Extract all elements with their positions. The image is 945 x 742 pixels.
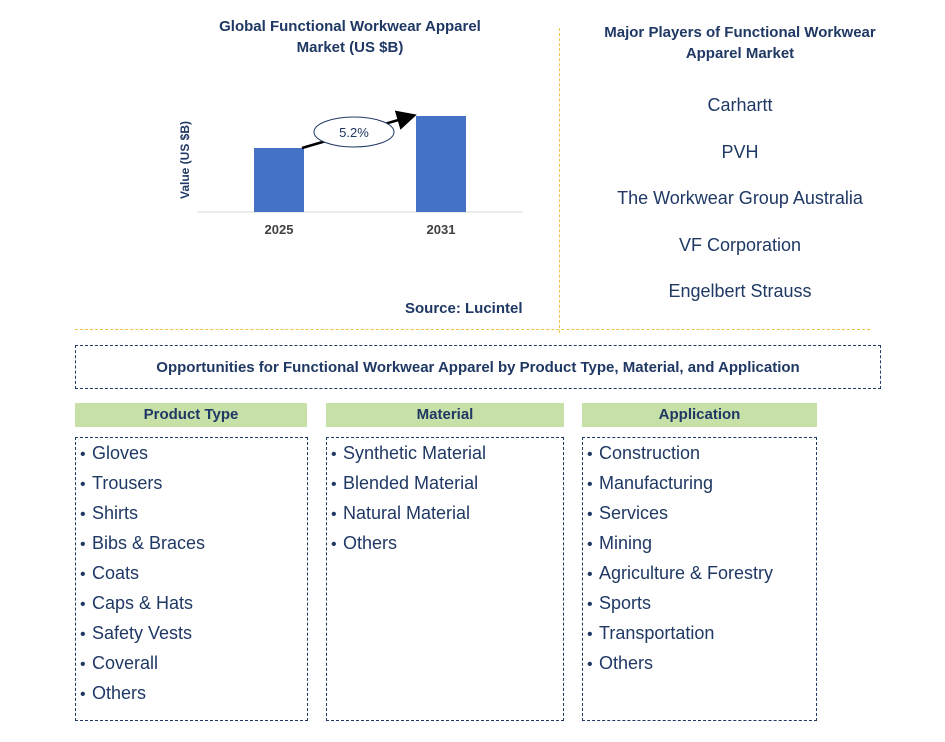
opportunities-title: Opportunities for Functional Workwear Ap… — [75, 345, 881, 389]
application-header: Application — [582, 403, 817, 427]
list-item-label: Trousers — [92, 473, 163, 493]
bullet-icon: • — [587, 656, 593, 673]
list-item: • Gloves — [80, 441, 307, 471]
list-item-label: Agriculture & Forestry — [599, 563, 774, 583]
list-item-label: Coverall — [92, 653, 159, 673]
player-item: PVH — [721, 141, 759, 162]
list-item-label: Natural Material — [343, 503, 471, 523]
application-list: • Construction • Manufacturing • Services • Min… — [582, 437, 817, 721]
list-item-label: Bibs & Braces — [92, 533, 206, 553]
opportunities-title-text: Opportunities for Functional Workwear Ap… — [156, 358, 800, 376]
list-item: • Construction — [587, 441, 816, 471]
list-item: • Others — [587, 651, 816, 681]
vertical-divider — [559, 28, 560, 333]
bullet-icon: • — [80, 626, 86, 643]
list-item: • Blended Material — [331, 471, 563, 501]
list-item: • Sports — [587, 591, 816, 621]
cagr-ellipse — [313, 116, 395, 148]
bullet-icon: • — [80, 566, 86, 583]
list-item: • Coats — [80, 561, 307, 591]
bullet-icon: • — [587, 626, 593, 643]
list-item: • Caps & Hats — [80, 591, 307, 621]
list-item: • Others — [80, 681, 307, 711]
material-list: • Synthetic Material • Blended Material • Nat… — [326, 437, 564, 721]
list-item: • Mining — [587, 531, 816, 561]
list-item-label: Blended Material — [343, 473, 479, 493]
list-item: • Safety Vests — [80, 621, 307, 651]
bullet-icon: • — [331, 536, 337, 553]
y-axis-label: Value (US $B) — [178, 121, 192, 199]
list-item-label: Others — [599, 653, 654, 673]
list-item: • Manufacturing — [587, 471, 816, 501]
x-tick-label: 2025 — [265, 222, 294, 237]
list-item-label: Mining — [599, 533, 653, 553]
player-item: The Workwear Group Australia — [617, 188, 863, 208]
bar-2025 — [254, 148, 304, 212]
list-item-label: Services — [599, 503, 669, 523]
list-item: • Coverall — [80, 651, 307, 681]
list-item-label: Safety Vests — [92, 623, 193, 643]
bullet-icon: • — [80, 476, 86, 493]
product-type-header: Product Type — [75, 403, 307, 427]
list-item-label: Synthetic Material — [343, 443, 487, 463]
list-item: • Trousers — [80, 471, 307, 501]
list-item-label: Construction — [599, 443, 701, 463]
bar-chart: Value (US $B) 2025 2031 5.2% — [178, 110, 523, 237]
list-item: • Synthetic Material — [331, 441, 563, 471]
chart-title: Global Functional Workwear Apparel Marke… — [219, 18, 481, 56]
list-item-label: Caps & Hats — [92, 593, 194, 613]
list-item-label: Others — [343, 533, 398, 553]
product-type-list: • Gloves • Trousers • Shirts • Bibs & Braces • Co… — [75, 437, 308, 721]
player-item: VF Corporation — [678, 234, 802, 255]
bullet-icon: • — [587, 446, 593, 463]
bar-2031 — [416, 116, 466, 212]
bullet-icon: • — [80, 506, 86, 523]
list-item-label: Gloves — [92, 443, 149, 463]
cagr-label: 5.2% — [339, 125, 369, 140]
bullet-icon: • — [587, 566, 593, 583]
list-item: • Natural Material — [331, 501, 563, 531]
bullet-icon: • — [331, 476, 337, 493]
bullet-icon: • — [587, 476, 593, 493]
bullet-icon: • — [80, 536, 86, 553]
list-item: • Shirts — [80, 501, 307, 531]
bullet-icon: • — [331, 446, 337, 463]
list-item-label: Manufacturing — [599, 473, 714, 493]
bullet-icon: • — [80, 446, 86, 463]
bullet-icon: • — [587, 506, 593, 523]
player-item: Carhartt — [707, 95, 773, 115]
list-item-label: Others — [92, 683, 147, 703]
list-item-label: Coats — [92, 563, 140, 583]
material-header: Material — [326, 403, 564, 427]
bullet-icon: • — [80, 656, 86, 673]
list-item: • Bibs & Braces — [80, 531, 307, 561]
bullet-icon: • — [587, 596, 593, 613]
list-item: • Transportation — [587, 621, 816, 651]
list-item-label: Transportation — [599, 623, 715, 643]
list-item-label: Sports — [599, 593, 652, 613]
bullet-icon: • — [80, 596, 86, 613]
bullet-icon: • — [587, 536, 593, 553]
list-item: • Others — [331, 531, 563, 561]
source-label: Source: Lucintel — [405, 300, 523, 317]
x-tick-label: 2031 — [427, 222, 456, 237]
players-list: Carhartt PVH The Workwear Group Australi… — [590, 82, 890, 315]
bullet-icon: • — [80, 686, 86, 703]
horizontal-divider — [75, 329, 870, 330]
list-item: • Agriculture & Forestry — [587, 561, 816, 591]
player-item: Engelbert Strauss — [668, 281, 812, 301]
list-item-label: Shirts — [92, 503, 139, 523]
list-item: • Services — [587, 501, 816, 531]
bullet-icon: • — [331, 506, 337, 523]
players-title: Major Players of Functional Workwear App… — [604, 24, 876, 62]
